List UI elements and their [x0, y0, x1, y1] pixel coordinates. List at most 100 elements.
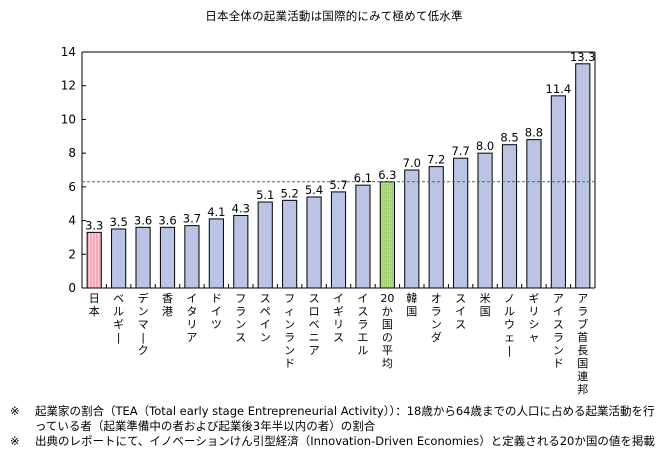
category-label-char: エ: [357, 331, 368, 344]
category-label-char: ド: [553, 357, 564, 370]
y-tick-label: 14: [61, 45, 76, 59]
category-label-char: |: [141, 331, 145, 344]
category-label-char: マ: [138, 318, 149, 331]
category-label-char: ス: [333, 331, 344, 344]
category-label-char: ロ: [309, 305, 320, 318]
bar: [428, 166, 444, 289]
category-label-char: ン: [284, 318, 295, 331]
bar: [159, 226, 176, 289]
category-label-char: 米: [480, 292, 491, 305]
category-label-char: ウ: [504, 318, 515, 331]
bars: [86, 63, 591, 289]
category-label-char: ン: [260, 331, 271, 344]
bar: [330, 191, 347, 289]
data-label: 6.3: [378, 168, 396, 182]
category-label-char: ス: [553, 318, 564, 331]
category-label-char: 平: [382, 344, 393, 357]
category-label-char: リ: [528, 305, 539, 318]
chart-title: 日本全体の起業活動は国際的にみて極めて低水準: [205, 9, 463, 23]
category-label-char: ド: [211, 292, 222, 305]
data-label: 3.6: [158, 213, 176, 227]
category-label-char: タ: [186, 305, 197, 318]
category-label-char: 連: [577, 369, 588, 383]
category-label-char: 国: [480, 305, 491, 318]
category-label-char: ア: [577, 292, 588, 305]
category-label-char: ギ: [113, 318, 124, 331]
data-label: 8.8: [525, 126, 543, 140]
category-label: 日本: [89, 292, 100, 318]
category-label-char: リ: [186, 318, 197, 331]
footnotes: ※ 起業家の割合（TEA（Total early stage Entrepren…: [8, 404, 663, 449]
category-label-char: ブ: [577, 317, 588, 331]
category-label: スイス: [455, 292, 466, 331]
category-label-char: デ: [138, 291, 149, 305]
y-tick-label: 0: [68, 281, 76, 295]
category-label-char: イ: [357, 292, 368, 305]
category-label-char: ダ: [431, 330, 442, 344]
category-label-char: 国: [577, 357, 588, 370]
category-label-char: ス: [309, 292, 320, 305]
category-label-char: ル: [357, 344, 368, 357]
category-label-char: フ: [235, 292, 246, 305]
bar: [282, 199, 298, 289]
category-label-char: イ: [211, 305, 222, 318]
category-label: デンマ|ク: [138, 291, 149, 357]
category-label-char: 長: [577, 344, 588, 357]
category-label-char: イ: [553, 305, 564, 318]
category-label-char: ス: [455, 318, 466, 331]
category-label-char: ア: [186, 331, 197, 344]
category-label-char: の: [382, 331, 393, 344]
category-label-char: ベ: [113, 292, 124, 305]
category-label-char: ア: [553, 292, 564, 305]
category-label-char: ニ: [309, 331, 320, 344]
data-label: 6.1: [354, 171, 372, 185]
category-label-char: ィ: [284, 305, 295, 318]
category-label: 韓国: [406, 292, 417, 318]
data-label: 5.2: [280, 186, 298, 200]
data-label: 3.5: [109, 215, 127, 229]
category-label-char: 均: [382, 357, 393, 370]
note-text: 起業家の割合（TEA（Total early stage Entrepreneu…: [35, 404, 655, 433]
bar: [135, 226, 151, 289]
category-label-char: 邦: [577, 383, 588, 396]
note-mark: ※: [10, 404, 20, 418]
category-label-char: ス: [260, 292, 271, 305]
bar: [86, 231, 102, 289]
category-label-char: 日: [89, 292, 100, 305]
category-label-char: リ: [333, 318, 344, 331]
y-tick-label: 2: [68, 247, 76, 261]
category-label-char: ス: [235, 331, 246, 344]
bar: [111, 228, 127, 289]
category-label-char: |: [508, 344, 512, 357]
bar: [526, 139, 542, 289]
footnote-1: ※ 起業家の割合（TEA（Total early stage Entrepren…: [8, 404, 663, 434]
data-label: 5.4: [305, 183, 323, 197]
data-label: 4.1: [207, 205, 225, 219]
bar: [379, 181, 395, 289]
category-label-char: ノ: [504, 292, 515, 305]
data-label: 8.5: [500, 131, 518, 145]
bar-chart: 0 2 4 6 8 10 12 14 3.3 3.5 3.6 3.6 3.7 4.1 4.3 5.1 5.2 5…: [61, 45, 596, 396]
category-label-char: |: [117, 331, 121, 344]
note-text: 出典のレポートにて、イノベーションけん引型経済（Innovation-Drive…: [35, 434, 655, 448]
category-label-char: ン: [284, 344, 295, 357]
category-label-char: ベ: [309, 318, 320, 331]
category-label-char: ス: [455, 292, 466, 305]
y-tick-label: 8: [68, 146, 76, 160]
data-label: 3.3: [85, 218, 103, 232]
data-label: 4.3: [232, 202, 250, 216]
bar: [501, 144, 518, 289]
category-label-char: ラ: [357, 318, 368, 331]
category-label-char: ア: [309, 344, 320, 357]
y-tick-label: 6: [68, 180, 76, 194]
bar: [306, 196, 322, 289]
